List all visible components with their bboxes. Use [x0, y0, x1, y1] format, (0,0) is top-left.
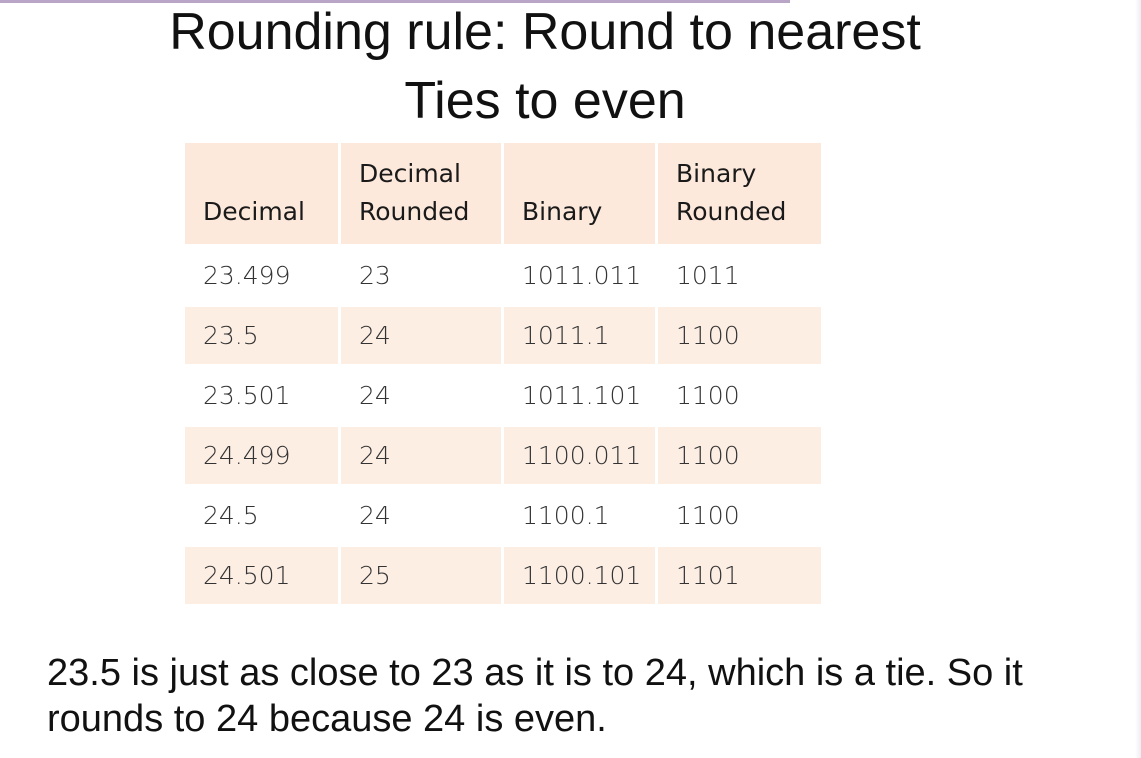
cell-binary: 1011.101 — [504, 367, 655, 424]
slide-edge-shadow — [1135, 0, 1141, 758]
cell-binary-rounded: 1100 — [658, 307, 821, 364]
slide-title-line-1: Rounding rule: Round to nearest — [169, 3, 921, 61]
cell-decimal: 24.5 — [185, 487, 338, 544]
cell-decimal-rounded: 24 — [341, 487, 501, 544]
cell-binary: 1100.101 — [504, 547, 655, 604]
cell-decimal-rounded: 23 — [341, 247, 501, 304]
header-binary: Binary — [504, 143, 655, 244]
slide-title-line-2: Ties to even — [404, 72, 686, 130]
header-line-1 — [522, 155, 655, 193]
header-line-2: Binary — [522, 197, 603, 226]
cell-binary-rounded: 1100 — [658, 367, 821, 424]
cell-decimal: 23.5 — [185, 307, 338, 364]
header-line-2: Rounded — [359, 197, 470, 226]
cell-decimal-rounded: 25 — [341, 547, 501, 604]
header-binary-rounded: Binary Rounded — [658, 143, 821, 244]
cell-binary-rounded: 1101 — [658, 547, 821, 604]
cell-decimal: 23.499 — [185, 247, 338, 304]
table-row: 23.499 23 1011.011 1011 — [185, 247, 821, 304]
table-row: 23.501 24 1011.101 1100 — [185, 367, 821, 424]
table-row: 24.501 25 1100.101 1101 — [185, 547, 821, 604]
cell-binary-rounded: 1011 — [658, 247, 821, 304]
header-line-1: Binary — [676, 159, 757, 188]
cell-decimal-rounded: 24 — [341, 427, 501, 484]
table-header-row: Decimal Decimal Rounded Binary Binary Ro… — [185, 143, 821, 244]
header-decimal: Decimal — [185, 143, 338, 244]
header-line-2: Rounded — [676, 197, 787, 226]
header-decimal-rounded: Decimal Rounded — [341, 143, 501, 244]
cell-binary: 1100.1 — [504, 487, 655, 544]
cell-binary-rounded: 1100 — [658, 427, 821, 484]
table-row: 24.499 24 1100.011 1100 — [185, 427, 821, 484]
cell-decimal: 23.501 — [185, 367, 338, 424]
cell-decimal: 24.501 — [185, 547, 338, 604]
header-line-2: Decimal — [203, 197, 305, 226]
explanation-footnote: 23.5 is just as close to 23 as it is to … — [47, 652, 1023, 740]
cell-binary-rounded: 1100 — [658, 487, 821, 544]
cell-decimal: 24.499 — [185, 427, 338, 484]
header-line-1: Decimal — [359, 159, 461, 188]
cell-binary: 1011.011 — [504, 247, 655, 304]
cell-decimal-rounded: 24 — [341, 367, 501, 424]
cell-binary: 1100.011 — [504, 427, 655, 484]
rounding-table: Decimal Decimal Rounded Binary Binary Ro… — [182, 140, 824, 607]
cell-binary: 1011.1 — [504, 307, 655, 364]
table-row: 23.5 24 1011.1 1100 — [185, 307, 821, 364]
cell-decimal-rounded: 24 — [341, 307, 501, 364]
rounding-table-container: Decimal Decimal Rounded Binary Binary Ro… — [185, 143, 821, 604]
header-line-1 — [203, 155, 338, 193]
top-accent-rule — [0, 0, 790, 3]
table-row: 24.5 24 1100.1 1100 — [185, 487, 821, 544]
